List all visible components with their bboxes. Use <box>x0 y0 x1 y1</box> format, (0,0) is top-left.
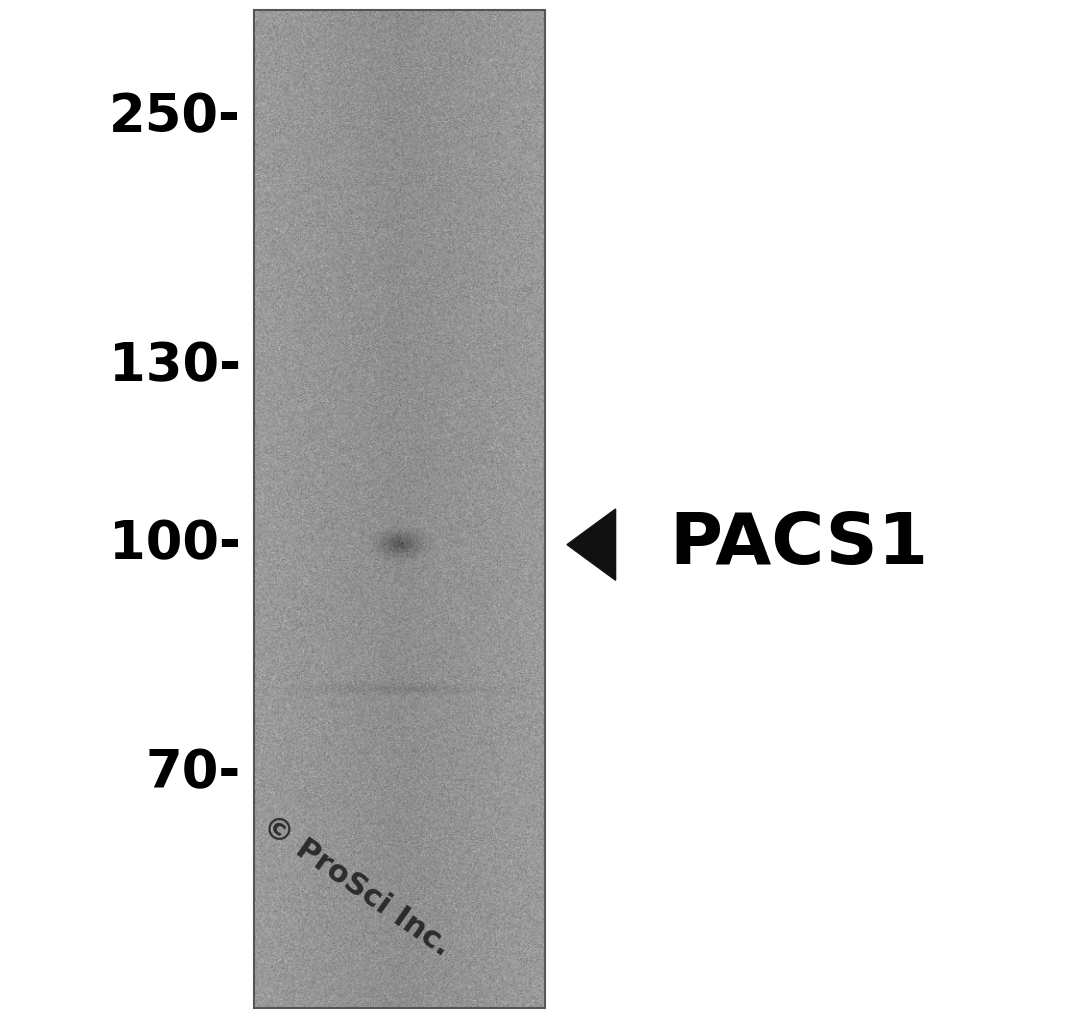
Text: PACS1: PACS1 <box>670 510 929 579</box>
Text: 250-: 250- <box>109 91 241 144</box>
Polygon shape <box>567 509 616 580</box>
Text: 130-: 130- <box>109 340 241 393</box>
Text: 100-: 100- <box>109 518 241 571</box>
Bar <box>254 10 545 1008</box>
Text: 70-: 70- <box>146 747 241 800</box>
Text: © ProSci Inc.: © ProSci Inc. <box>257 809 456 962</box>
